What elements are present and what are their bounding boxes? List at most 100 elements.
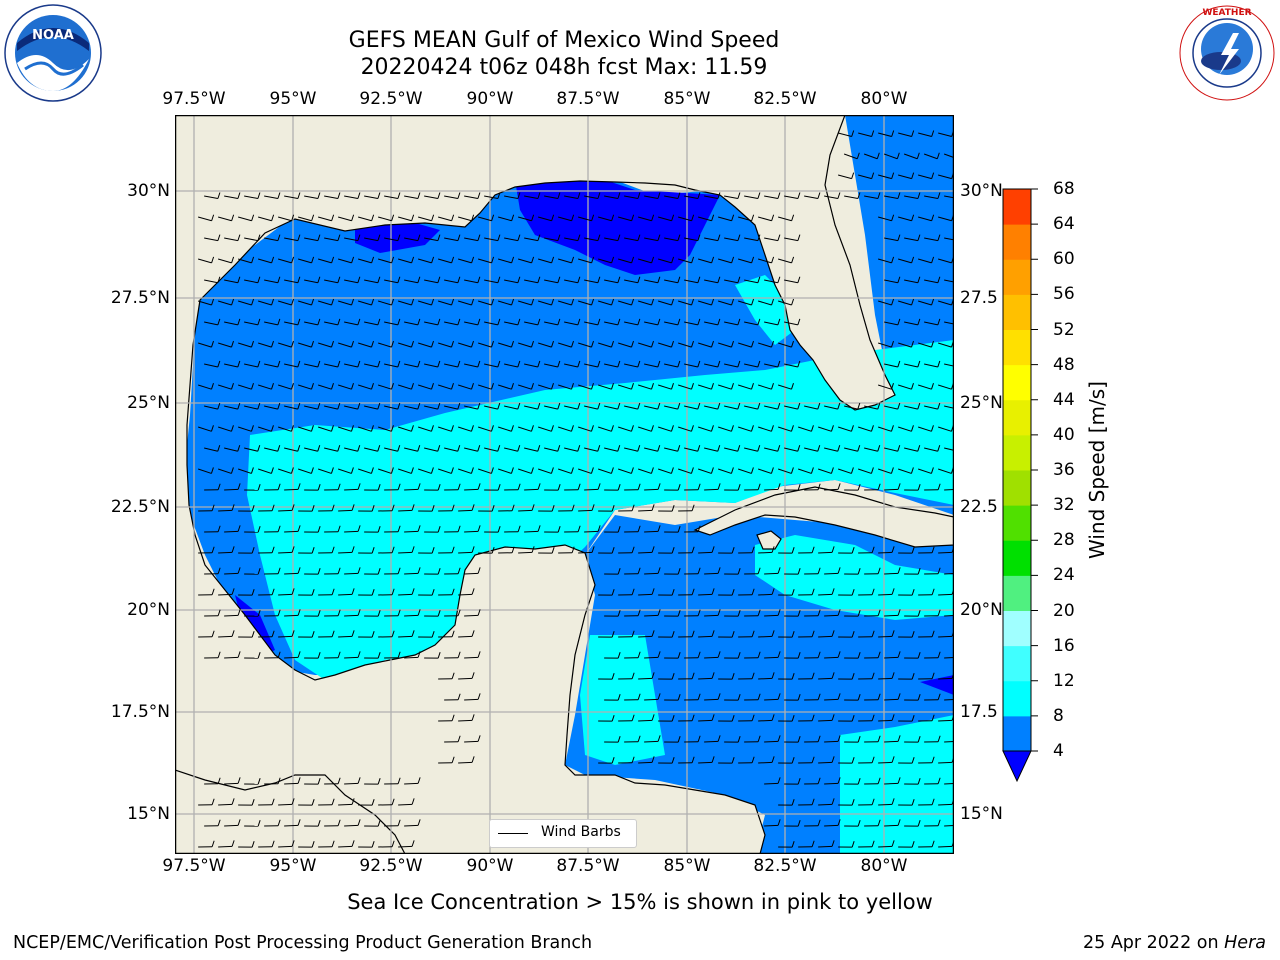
wind-barb-flag bbox=[777, 483, 781, 490]
wind-barb-flag bbox=[651, 756, 655, 763]
wind-barb bbox=[344, 363, 358, 368]
wind-barb bbox=[264, 279, 278, 284]
wind-barb bbox=[944, 741, 954, 743]
wind-barb-flag bbox=[897, 318, 901, 326]
wind-barb-flag bbox=[757, 192, 761, 199]
wind-barb-flag bbox=[797, 568, 801, 575]
wind-barb bbox=[338, 216, 352, 222]
wind-barb bbox=[744, 405, 758, 410]
wind-barb bbox=[404, 572, 419, 575]
wind-barb-flag bbox=[397, 318, 401, 326]
wind-barb-flag bbox=[471, 298, 475, 306]
wind-barb bbox=[864, 195, 879, 199]
wind-barb-flag bbox=[637, 483, 641, 490]
wind-barb bbox=[278, 551, 293, 554]
wind-barb-flag bbox=[491, 214, 495, 221]
wind-8-12-yucatan bbox=[580, 635, 665, 765]
sea-ice-caption: Sea Ice Concentration > 15% is shown in … bbox=[347, 890, 933, 914]
lon-label: 90°W bbox=[466, 89, 514, 109]
wind-barb-flag bbox=[251, 340, 255, 348]
wind-barb bbox=[784, 405, 798, 410]
wind-barb bbox=[784, 195, 799, 199]
wind-barb bbox=[764, 195, 779, 199]
wind-barb-flag bbox=[891, 714, 895, 721]
wind-barb bbox=[458, 677, 473, 680]
wind-barb bbox=[484, 195, 499, 199]
wind-barb bbox=[504, 405, 518, 410]
wind-barb-flag bbox=[311, 547, 315, 554]
wind-barb bbox=[744, 447, 758, 452]
wind-barb-flag bbox=[297, 651, 301, 658]
wind-barb-flag bbox=[797, 778, 801, 785]
wind-barb-flag bbox=[257, 445, 261, 452]
wind-barb-flag bbox=[891, 298, 895, 306]
wind-barb-flag bbox=[877, 819, 881, 826]
wind-barb-flag bbox=[517, 525, 521, 532]
wind-barb-flag bbox=[937, 234, 941, 241]
lat-label: 22.5 bbox=[960, 497, 998, 517]
wind-barb bbox=[424, 447, 438, 452]
wind-barb-flag bbox=[431, 631, 435, 638]
wind-barb-flag bbox=[571, 504, 575, 511]
wind-barb bbox=[938, 803, 953, 806]
wind-barb bbox=[284, 363, 298, 368]
wind-barb bbox=[338, 258, 352, 264]
wind-barb bbox=[524, 405, 538, 410]
wind-barb-flag bbox=[651, 630, 655, 637]
wind-barb-flag bbox=[417, 445, 421, 452]
wind-barb-flag bbox=[617, 568, 621, 575]
wind-barb bbox=[404, 279, 418, 284]
wind-barb-flag bbox=[931, 383, 934, 390]
wind-barb-flag bbox=[311, 505, 315, 512]
wind-barb bbox=[817, 468, 832, 474]
wind-barb bbox=[517, 342, 532, 348]
wind-barb-flag bbox=[871, 130, 875, 137]
wind-barb bbox=[644, 321, 658, 326]
wind-barb bbox=[238, 258, 252, 264]
wind-barb-flag bbox=[277, 360, 281, 368]
wind-barb-flag bbox=[697, 276, 701, 283]
wind-barb-flag bbox=[511, 214, 515, 221]
wind-barb bbox=[458, 761, 473, 764]
wind-barb bbox=[824, 488, 839, 491]
wind-barb-flag bbox=[677, 276, 681, 283]
lon-label: 92.5°W bbox=[359, 856, 423, 876]
lat-label: 25°N bbox=[127, 393, 170, 413]
wind-barb-flag bbox=[211, 588, 215, 595]
wind-barb-flag bbox=[911, 715, 915, 722]
colorbar-segment bbox=[1003, 294, 1031, 330]
wind-barb bbox=[324, 321, 338, 326]
wind-barb bbox=[597, 468, 612, 474]
wind-barb bbox=[944, 237, 954, 241]
wind-barb bbox=[878, 803, 893, 806]
wind-barb bbox=[424, 321, 438, 326]
wind-barb bbox=[878, 258, 892, 264]
wind-barb-flag bbox=[271, 798, 275, 805]
wind-barb-flag bbox=[771, 214, 775, 221]
wind-barb bbox=[644, 656, 659, 659]
wind-barb bbox=[404, 405, 418, 410]
wind-barb bbox=[317, 468, 332, 474]
wind-barb-flag bbox=[917, 445, 921, 452]
wind-barb-flag bbox=[270, 425, 274, 432]
wind-barb-flag bbox=[851, 130, 855, 137]
wind-barb-flag bbox=[897, 402, 901, 410]
wind-barb bbox=[444, 321, 458, 326]
wind-barb bbox=[337, 426, 352, 432]
wind-barb bbox=[638, 761, 653, 764]
wind-barb-flag bbox=[657, 693, 661, 700]
wind-barb bbox=[818, 845, 833, 848]
lat-label: 17.5 bbox=[960, 702, 998, 722]
wind-barb-flag bbox=[571, 340, 575, 348]
wind-barb bbox=[617, 426, 632, 432]
wind-barb-flag bbox=[491, 256, 495, 264]
wind-barb-flag bbox=[577, 276, 581, 283]
wind-barb-flag bbox=[371, 256, 375, 264]
wind-barb bbox=[304, 363, 318, 368]
wind-barb-flag bbox=[717, 276, 721, 283]
wind-barb bbox=[584, 447, 598, 452]
wind-barb bbox=[897, 384, 912, 390]
wind-barb bbox=[217, 342, 232, 348]
wind-barb-flag bbox=[697, 318, 701, 326]
wind-barb-flag bbox=[557, 402, 561, 410]
